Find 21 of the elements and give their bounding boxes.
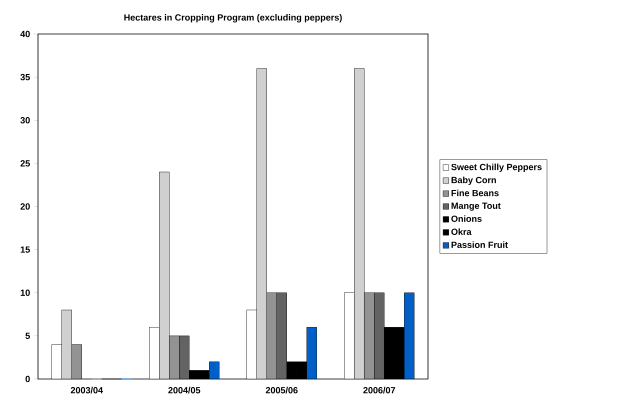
y-tick-label: 35 (20, 74, 30, 80)
legend-label: Passion Fruit (452, 241, 508, 248)
y-tick-label: 20 (20, 203, 30, 210)
x-tick-label: 2005/06 (266, 386, 298, 394)
y-tick-label: 40 (20, 30, 30, 38)
legend-label: Baby Corn (452, 176, 496, 185)
x-tick-label: 2003/04 (70, 386, 103, 394)
legend-label: Mange Tout (452, 202, 501, 211)
y-tick-label: 30 (20, 117, 30, 124)
legend-label: Onions (451, 215, 482, 222)
y-tick-label: 15 (20, 246, 30, 253)
y-tick-label: 10 (20, 290, 30, 296)
chart-title: Hectares in Cropping Program (excluding peppers) (124, 14, 342, 22)
x-tick-label: 2006/07 (363, 386, 396, 394)
y-tick-label: 5 (25, 332, 30, 340)
y-tick-label: 25 (20, 160, 30, 167)
x-tick-label: 2004/05 (168, 386, 200, 394)
legend-label: Sweet Chilly Peppers (451, 164, 542, 172)
y-tick-label: 0 (26, 376, 30, 382)
legend-label: Fine Beans (452, 190, 499, 196)
legend-label: Okra (451, 228, 472, 235)
